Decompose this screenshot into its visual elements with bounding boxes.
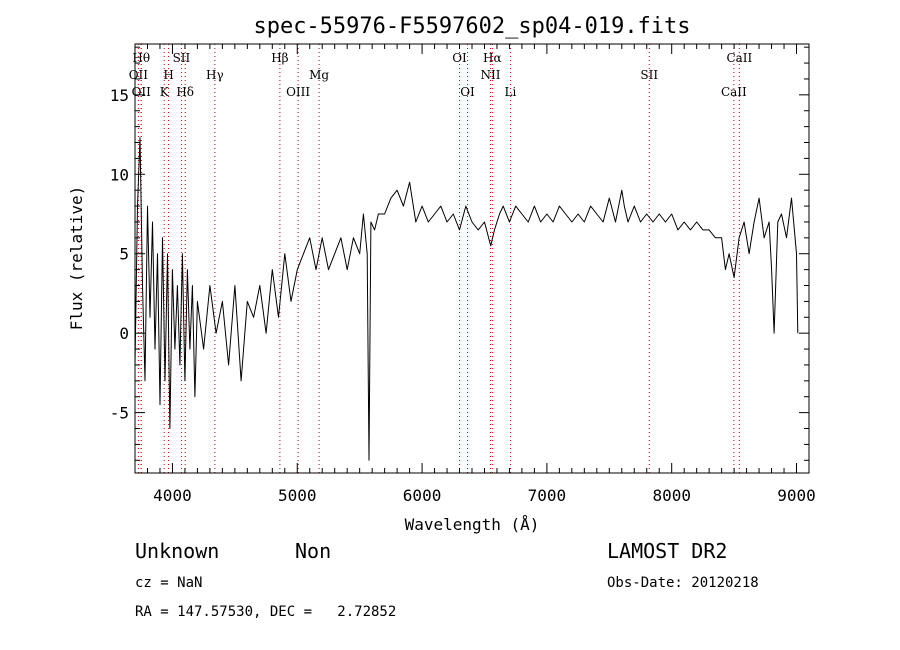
x-tick-label: 6000 [403,486,442,505]
marker-label: CaII [721,85,747,99]
x-tick-label: 7000 [528,486,567,505]
marker-label: OI [452,51,467,65]
x-axis-ticks: 4000 5000 6000 7000 8000 9000 [134,44,816,505]
y-tick-label: 5 [119,245,129,264]
x-tick-label: 5000 [278,486,317,505]
marker-label: OII [132,85,152,99]
marker-label: OI [460,85,475,99]
marker-label: Hδ [176,85,194,99]
x-axis-label: Wavelength (Å) [405,515,540,534]
marker-label: SII [173,51,191,65]
y-tick-label: 10 [110,165,129,184]
marker-label: CaII [726,51,752,65]
marker-label: OIII [286,85,310,99]
spectrum-series [134,137,799,461]
y-tick-label: -5 [110,404,129,423]
x-tick-label: 8000 [652,486,691,505]
ra-dec: RA = 147.57530, DEC = 2.72852 [135,604,397,620]
y-tick-label: 0 [119,324,129,343]
marker-label: Hα [483,51,502,65]
spectrum-line [134,137,799,461]
marker-label: Hβ [271,51,288,65]
x-tick-label: 4000 [153,486,192,505]
marker-label: NII [480,68,500,82]
plot-border [134,43,810,474]
marker-label: OII [129,68,149,82]
survey-name: LAMOST DR2 [607,539,728,563]
x-tick-label: 9000 [777,486,816,505]
object-subclass: Non [295,539,332,563]
y-axis-label: Flux (relative) [67,186,86,331]
chart-title: spec-55976-F5597602_sp04-019.fits [253,14,690,39]
observation-date: Obs-Date: 20120218 [607,575,759,591]
plot-frame [134,43,810,474]
y-axis-ticks: -5 0 5 10 15 [110,46,809,461]
marker-label: K [160,85,170,99]
marker-label: Hθ [132,51,150,65]
redshift-cz: cz = NaN [135,575,203,591]
marker-label: H [163,68,173,82]
y-tick-label: 15 [110,86,129,105]
object-class: Unknown [135,539,220,563]
marker-label: Li [505,85,517,99]
marker-label: Mg [309,68,329,82]
marker-label: Hγ [206,68,224,82]
marker-label: SII [640,68,658,82]
